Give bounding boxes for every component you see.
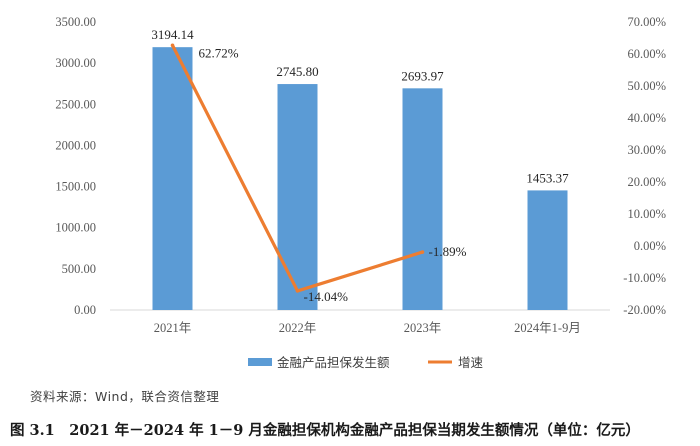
left-axis-tick-label: 3000.00 [55,56,96,70]
line-value-label: 62.72% [199,45,239,60]
left-axis-tick-label: 1000.00 [55,221,96,235]
source-note: 资料来源：Wind，联合资信整理 [30,389,220,404]
left-axis-tick-label: 1500.00 [55,180,96,194]
x-axis-tick-label: 2023年 [404,321,442,335]
left-axis-tick-label: 2000.00 [55,138,96,152]
right-axis-tick-label: -10.00% [623,271,666,285]
right-axis-tick-label: 70.00% [627,15,666,29]
right-axis-tick-label: -20.00% [623,303,666,317]
figure-caption: 图 3.1 2021 年－2024 年 1－9 月金融担保机构金融产品担保当期发… [10,422,640,439]
bar-value-label: 3194.14 [151,27,194,42]
right-axis-tick-label: 50.00% [627,79,666,93]
right-axis-tick-label: 30.00% [627,143,666,157]
bar [527,190,568,310]
bar-value-label: 2693.97 [401,68,444,83]
legend-label-bar: 金融产品担保发生额 [277,355,390,370]
right-axis-tick-label: 40.00% [627,111,666,125]
x-axis-tick-label: 2022年 [279,321,317,335]
right-axis-tick-label: 20.00% [627,175,666,189]
x-axis-ticks: 2021年 2022年 2023年 2024年1-9月 [154,321,581,335]
growth-point [170,43,175,48]
left-axis-tick-label: 2500.00 [55,97,96,111]
x-axis-tick-label: 2021年 [154,321,192,335]
line-value-label: -14.04% [304,289,349,304]
legend-swatch-bar [248,358,272,366]
growth-point [295,289,300,293]
legend: 金融产品担保发生额 增速 [248,355,484,370]
bar-value-label: 1453.37 [526,170,569,185]
bar [277,84,318,311]
line-series [170,43,425,293]
growth-point [420,250,425,254]
right-axis-tick-label: 0.00% [634,239,666,253]
bar-data-labels: 3194.14 2745.80 2693.97 1453.37 [151,27,569,185]
right-axis-tick-label: 60.00% [627,47,666,61]
bar [152,47,193,310]
bar-value-label: 2745.80 [276,64,318,79]
line-data-labels: 62.72% -14.04% -1.89% [199,45,467,304]
left-axis-tick-label: 500.00 [62,262,96,276]
bar-series [152,47,568,311]
left-axis-tick-label: 3500.00 [55,15,96,29]
bar [402,88,443,310]
legend-label-line: 增速 [458,355,484,370]
line-value-label: -1.89% [429,244,467,259]
x-axis-tick-label: 2024年1-9月 [514,321,581,335]
combo-chart: 0.00 500.00 1000.00 1500.00 2000.00 2500.00 30… [55,15,666,370]
left-axis-tick-label: 0.00 [74,303,96,317]
right-axis-tick-label: 10.00% [627,207,666,221]
left-axis: 0.00 500.00 1000.00 1500.00 2000.00 2500.00 30… [55,15,96,317]
right-axis: -20.00% -10.00% 0.00% 10.00% 20.00% 30.00% 40.… [623,15,666,317]
